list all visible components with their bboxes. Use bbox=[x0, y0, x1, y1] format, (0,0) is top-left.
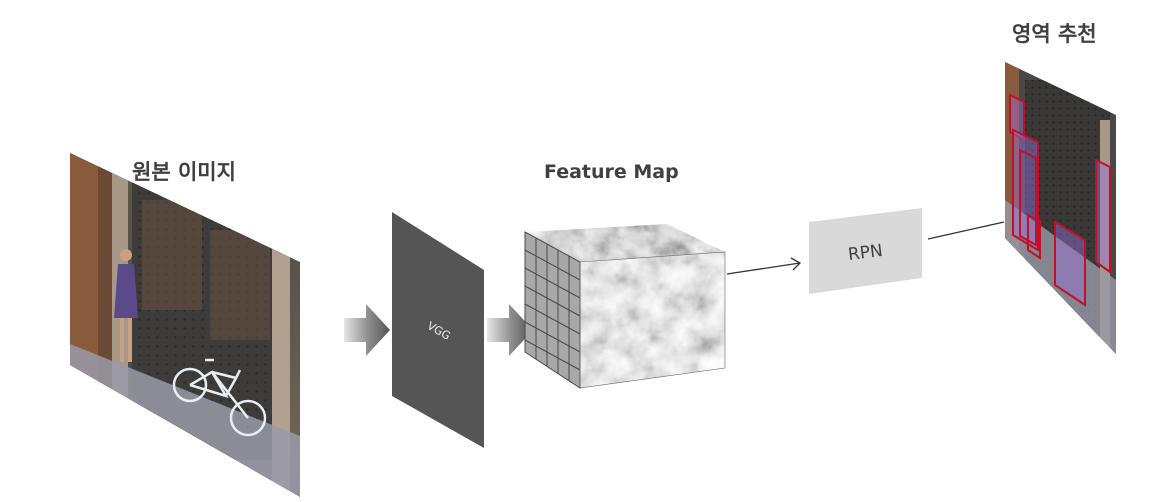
flow-arrow-2 bbox=[487, 304, 533, 356]
connector-line-2 bbox=[927, 221, 1005, 240]
flow-arrow-1 bbox=[344, 304, 390, 356]
woman-figure bbox=[114, 249, 138, 362]
rpn-label: RPN bbox=[847, 241, 884, 265]
vgg-block: VGG bbox=[392, 212, 484, 448]
proposal-boxes bbox=[1009, 93, 1111, 307]
rpn-block: RPN bbox=[809, 208, 922, 294]
original-image-label: 원본 이미지 bbox=[132, 160, 236, 184]
connector-arrow-1 bbox=[726, 257, 802, 275]
bicycle bbox=[172, 358, 267, 437]
original-image bbox=[70, 153, 300, 497]
region-proposal-label: 영역 추천 bbox=[1012, 22, 1097, 46]
feature-map-cube bbox=[524, 224, 726, 389]
feature-map-label: Feature Map bbox=[544, 161, 679, 183]
feature-grid bbox=[524, 231, 581, 389]
region-proposal-image bbox=[1005, 62, 1116, 354]
